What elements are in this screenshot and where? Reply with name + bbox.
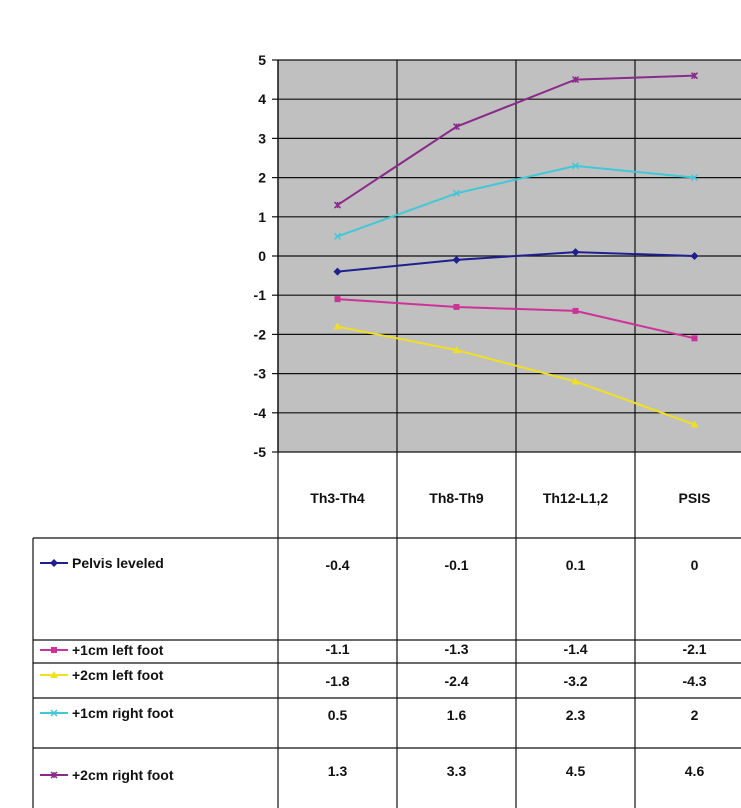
series-line (337, 298, 695, 340)
y-tick-label: 0 (258, 248, 266, 264)
data-point (572, 307, 579, 314)
table-cell-value: 0.5 (328, 707, 348, 723)
data-point (452, 123, 461, 131)
table-cell-value: 2 (691, 707, 699, 723)
data-table: Th3-Th4 Th8-Th9 Th12-L1,2 PSIS Pelvis levele… (32, 452, 741, 808)
table-cell-value: -1.4 (563, 641, 587, 657)
legend-key-marker (50, 559, 58, 567)
table-cell-value: -1.8 (325, 673, 349, 689)
table-cell-value: -0.1 (444, 557, 468, 573)
data-point (452, 189, 461, 197)
y-tick-label: 2 (258, 170, 266, 186)
y-tick-label: 3 (258, 130, 266, 146)
y-tick-label: 4 (258, 91, 266, 107)
category-label: PSIS (679, 490, 711, 506)
series-line (337, 164, 695, 238)
category-label: Th3-Th4 (310, 490, 365, 506)
category-label: Th12-L1,2 (543, 490, 609, 506)
legend-label: +1cm right foot (72, 705, 174, 721)
table-cell-value: 0.1 (566, 557, 586, 573)
data-point (334, 296, 341, 303)
legend-label: +2cm right foot (72, 767, 174, 783)
data-point (453, 303, 460, 310)
data-point (690, 174, 699, 182)
data-point (333, 322, 342, 330)
table-cell-value: 1.6 (447, 707, 467, 723)
legend-label: Pelvis leveled (72, 555, 164, 571)
data-point (571, 248, 580, 257)
table-cell-value: 4.6 (685, 763, 705, 779)
y-tick-label: -2 (254, 326, 267, 342)
data-point (571, 377, 580, 385)
legend-key-marker (50, 671, 58, 678)
series-line (336, 74, 695, 206)
table-cell-value: -3.2 (563, 673, 587, 689)
y-tick-label: 1 (258, 209, 266, 225)
series-line (337, 251, 695, 273)
table-cell-value: 0 (691, 557, 699, 573)
table-cell-value: 1.3 (328, 763, 348, 779)
data-point (571, 76, 580, 84)
data-point (333, 232, 342, 240)
table-cell-value: -1.1 (325, 641, 349, 657)
data-point (452, 255, 461, 264)
table-cell-value: -2.1 (682, 641, 706, 657)
category-label: Th8-Th9 (429, 490, 484, 506)
table-cell-value: -2.4 (444, 673, 468, 689)
legend-label: +1cm left foot (72, 642, 164, 658)
series-lines (333, 72, 699, 428)
y-tick-label: -1 (254, 287, 267, 303)
y-tick-label: -5 (254, 444, 267, 460)
data-point (690, 252, 699, 260)
table-cell-value: 2.3 (566, 707, 586, 723)
legend-key-marker (50, 771, 58, 779)
plot-area: 5 4 3 2 1 0 -1 -2 -3 -4 -5 (254, 52, 741, 460)
table-cell-value: -0.4 (325, 557, 349, 573)
legend-key-marker (51, 647, 57, 653)
legend-key-marker (50, 709, 58, 717)
data-point (691, 335, 698, 342)
data-point (333, 201, 342, 209)
table-cell-value: -4.3 (682, 673, 706, 689)
y-tick-label: -3 (254, 366, 267, 382)
table-cell-value: -1.3 (444, 641, 468, 657)
data-point (690, 420, 699, 428)
data-point (452, 346, 461, 354)
legend-label: +2cm left foot (72, 667, 164, 683)
series-line (337, 325, 695, 426)
y-tick-label: 5 (258, 52, 266, 68)
data-point (571, 162, 580, 170)
data-point (690, 72, 699, 80)
data-point (333, 267, 342, 276)
table-cell-value: 4.5 (566, 763, 586, 779)
y-tick-label: -4 (254, 405, 267, 421)
table-cell-value: 3.3 (447, 763, 467, 779)
